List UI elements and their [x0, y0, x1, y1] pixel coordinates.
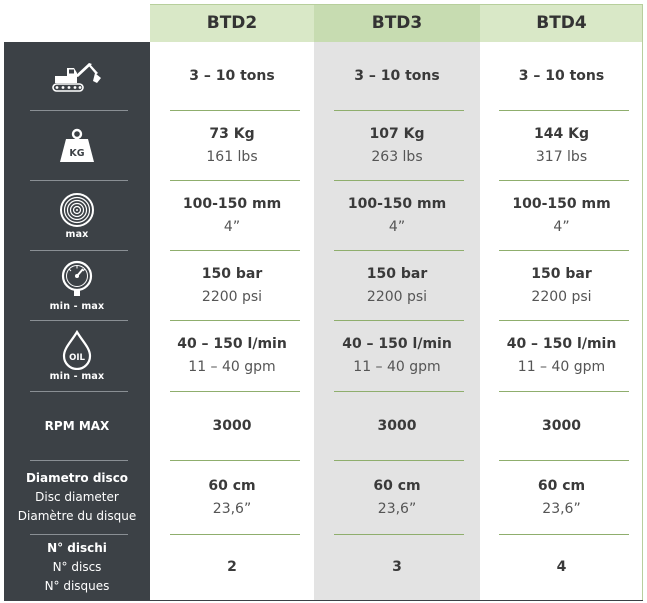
- cell-weight: 73 Kg 161 lbs: [206, 125, 258, 165]
- header-model: BTD3: [314, 4, 480, 42]
- row-divider: [170, 250, 300, 251]
- cell-disc-count: 4: [556, 559, 567, 575]
- row-divider: [499, 250, 629, 251]
- pressure-caption: min - max: [49, 300, 105, 312]
- row-label-disc-diameter: Diametro disco Disc diameter Diamètre du…: [17, 471, 137, 523]
- row-label-diameter: max: [4, 181, 150, 250]
- row-divider: [30, 391, 128, 392]
- cell-machine-class: 3 – 10 tons: [354, 67, 440, 84]
- cell-weight: 107 Kg 263 lbs: [369, 125, 425, 165]
- oil-drop-icon: OIL: [61, 330, 93, 370]
- header-model: BTD2: [150, 4, 314, 42]
- cell-machine-class: 3 – 10 tons: [518, 67, 605, 84]
- row-divider: [334, 391, 464, 392]
- row-label-disc-count: N° dischi N° discs N° disques: [44, 541, 110, 593]
- diameter-caption: max: [65, 228, 89, 240]
- cell-rpm: 3000: [212, 417, 252, 434]
- row-divider: [30, 250, 128, 251]
- cell-rpm: 3000: [377, 417, 417, 434]
- row-divider: [30, 460, 128, 461]
- row-divider: [170, 534, 300, 535]
- row-divider: [170, 180, 300, 181]
- log-section-icon: [59, 192, 95, 228]
- row-divider: [30, 180, 128, 181]
- cell-disc-count: 2: [227, 559, 237, 575]
- cell-disc-count: 3: [392, 559, 402, 575]
- pressure-gauge-icon: [59, 260, 95, 300]
- label-column: [4, 42, 150, 601]
- cell-weight: 144 Kg 317 lbs: [534, 125, 589, 165]
- row-divider: [170, 320, 300, 321]
- row-label-rpm: RPM MAX: [44, 418, 110, 433]
- row-label-machine-class: [4, 42, 150, 110]
- row-divider: [334, 250, 464, 251]
- cell-flow: 40 – 150 l/min 11 – 40 gpm: [342, 336, 452, 375]
- cell-rpm: 3000: [542, 417, 581, 434]
- row-divider: [170, 460, 300, 461]
- row-divider: [499, 391, 629, 392]
- row-divider: [334, 460, 464, 461]
- cell-machine-class: 3 – 10 tons: [189, 67, 275, 84]
- row-divider: [30, 110, 128, 111]
- cell-flow: 40 – 150 l/min 11 – 40 gpm: [506, 336, 617, 375]
- row-divider: [334, 110, 464, 111]
- header-model: BTD4: [480, 4, 643, 42]
- row-divider: [30, 534, 128, 535]
- cell-disc-diameter: 60 cm 23,6”: [208, 477, 256, 517]
- row-divider: [334, 180, 464, 181]
- weight-kg-icon: KG: [57, 127, 97, 165]
- column-btd4: [480, 42, 643, 601]
- cell-diameter: 100-150 mm 4”: [347, 195, 447, 235]
- row-divider: [499, 460, 629, 461]
- row-divider: [30, 320, 128, 321]
- row-label-pressure: min - max: [4, 251, 150, 320]
- row-divider: [499, 110, 629, 111]
- spec-table: BTD2 BTD3 BTD4: [4, 4, 643, 601]
- cell-diameter: 100-150 mm 4”: [512, 195, 611, 235]
- cell-disc-diameter: 60 cm 23,6”: [373, 477, 421, 517]
- row-label-flow: OIL min - max: [4, 321, 150, 391]
- column-btd3: [314, 42, 480, 601]
- row-label-weight: KG: [4, 111, 150, 180]
- cell-pressure: 150 bar 2200 psi: [201, 265, 263, 305]
- row-divider: [170, 110, 300, 111]
- row-divider: [334, 320, 464, 321]
- svg-text:OIL: OIL: [69, 353, 85, 363]
- cell-diameter: 100-150 mm 4”: [182, 195, 282, 235]
- cell-disc-diameter: 60 cm 23,6”: [537, 477, 586, 517]
- flow-caption: min - max: [49, 371, 105, 382]
- row-divider: [499, 320, 629, 321]
- excavator-icon: [51, 59, 103, 93]
- table-border: [4, 600, 643, 601]
- svg-text:KG: KG: [69, 148, 84, 159]
- cell-pressure: 150 bar 2200 psi: [531, 265, 592, 305]
- header-corner: [4, 4, 150, 42]
- cell-flow: 40 – 150 l/min 11 – 40 gpm: [177, 336, 287, 375]
- column-btd2: [150, 42, 314, 601]
- row-divider: [334, 534, 464, 535]
- cell-pressure: 150 bar 2200 psi: [366, 265, 428, 305]
- table-border: [642, 4, 643, 601]
- row-divider: [499, 534, 629, 535]
- row-divider: [170, 391, 300, 392]
- table-border: [150, 4, 643, 5]
- row-divider: [499, 180, 629, 181]
